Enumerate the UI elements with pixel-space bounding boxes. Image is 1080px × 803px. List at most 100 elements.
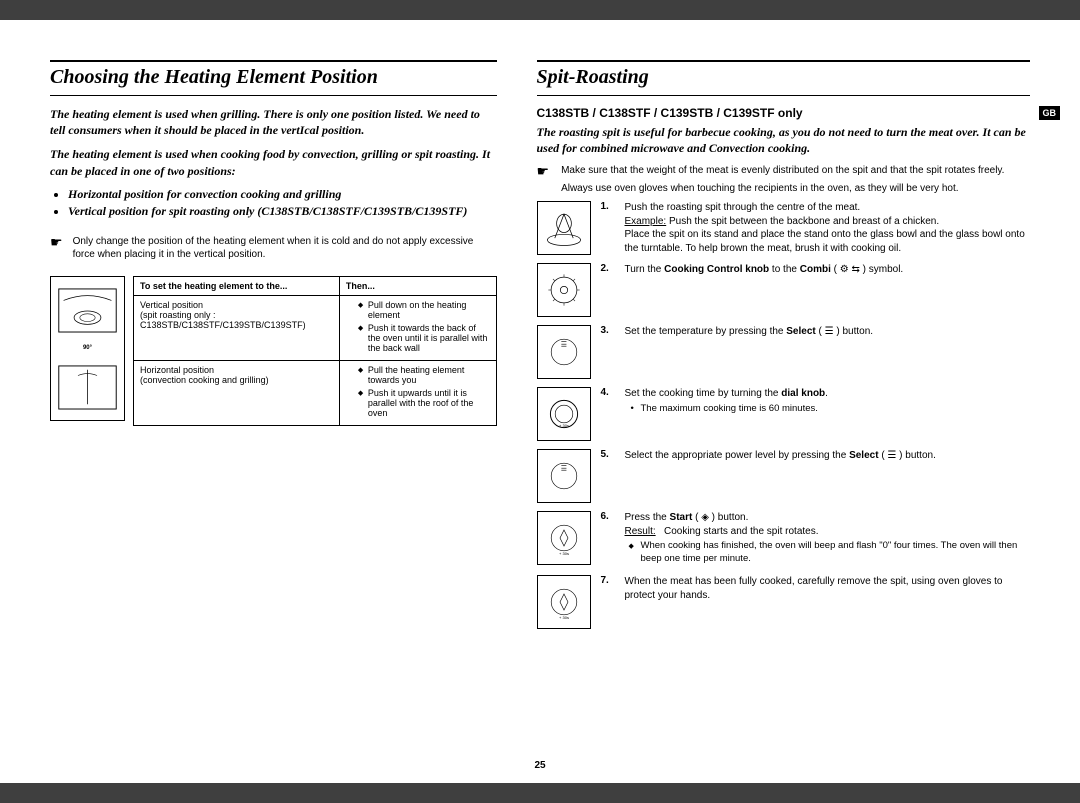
note-row: ☛ Only change the position of the heatin… [50, 235, 497, 262]
t: Select [849, 450, 878, 461]
page-number: 25 [534, 760, 545, 771]
oven-bottom-svg [54, 357, 121, 417]
step-4: + 30s 4. Set the cooking time by turning… [537, 387, 1031, 441]
td: Horizontal position (convection cooking … [134, 360, 340, 425]
table-header-row: To set the heating element to the... The… [134, 276, 497, 295]
control-dial-icon [537, 263, 591, 317]
pointer-icon: ☛ [50, 235, 63, 262]
sub: When cooking has finished, the oven will… [625, 540, 1031, 566]
result-label: Result: [625, 526, 656, 537]
table-row: Horizontal position (convection cooking … [134, 360, 497, 425]
t: Combi [800, 264, 831, 275]
left-title: Choosing the Heating Element Position [50, 64, 497, 91]
step-text: Turn the Cooking Control knob to the Com… [625, 263, 1031, 277]
th: Then... [339, 276, 496, 295]
intro-text: The heating element is used when grillin… [50, 106, 497, 138]
rule [537, 60, 1031, 62]
t: Press the [625, 512, 670, 523]
rule [537, 95, 1031, 96]
left-column: Choosing the Heating Element Position Th… [50, 60, 497, 753]
step-num: 5. [601, 449, 615, 460]
svg-text:+ 30s: + 30s [559, 615, 569, 620]
t: Cooking Control knob [664, 264, 769, 275]
t: ( ☰ ) button. [879, 450, 936, 461]
sub: The maximum cooking time is 60 minutes. [625, 403, 1031, 416]
t: Start [670, 512, 693, 523]
li: When cooking has finished, the oven will… [629, 540, 1031, 566]
cell-list: Pull down on the heating element Push it… [346, 300, 490, 353]
note-text: Only change the position of the heating … [73, 235, 497, 262]
step-text: Select the appropriate power level by pr… [625, 449, 1031, 463]
svg-text:+ 30s: + 30s [559, 551, 569, 556]
step-6: + 30s 6. Press the Start ( ◈ ) button. R… [537, 511, 1031, 567]
start-button-icon: + 30s [537, 511, 591, 565]
t: ( ◈ ) button. [692, 512, 748, 523]
step-text: Push the roasting spit through the centr… [625, 201, 1031, 255]
step-7: + 30s 7. When the meat has been fully co… [537, 575, 1031, 629]
rule [50, 60, 497, 62]
li: Pull the heating element towards you [358, 365, 490, 385]
bullet: Vertical position for spit roasting only… [68, 204, 497, 219]
step-text: When the meat has been fully cooked, car… [625, 575, 1031, 602]
step-3: ☰ 3. Set the temperature by pressing the… [537, 325, 1031, 379]
t: to the [769, 264, 800, 275]
step-1: 1. Push the roasting spit through the ce… [537, 201, 1031, 255]
position-table: To set the heating element to the... The… [133, 276, 497, 426]
step-5: ☰ 5. Select the appropriate power level … [537, 449, 1031, 503]
angle-label: 90° [54, 345, 121, 351]
cell-list: Pull the heating element towards you Pus… [346, 365, 490, 418]
bullet: Horizontal position for convection cooki… [68, 187, 497, 202]
svg-text:☰: ☰ [560, 464, 566, 473]
li: Push it upwards until it is parallel wit… [358, 388, 490, 418]
oven-top-svg [54, 280, 121, 340]
dial-knob-icon: + 30s [537, 387, 591, 441]
step-text: Set the cooking time by turning the dial… [625, 387, 1031, 416]
t: ( ☰ ) button. [816, 326, 873, 337]
t: Select [786, 326, 815, 337]
pointer-icon: ☛ [537, 164, 550, 195]
warn-text: Always use oven gloves when touching the… [561, 182, 1004, 196]
select-button-icon: ☰ [537, 325, 591, 379]
position-bullets: Horizontal position for convection cooki… [68, 187, 497, 219]
t: Push the roasting spit through the centr… [625, 202, 861, 213]
subtitle-row: C138STB / C138STF / C139STB / C139STF on… [537, 106, 1031, 120]
steps-list: 1. Push the roasting spit through the ce… [537, 201, 1031, 629]
step-2: 2. Turn the Cooking Control knob to the … [537, 263, 1031, 317]
start-button-icon: + 30s [537, 575, 591, 629]
right-title: Spit-Roasting [537, 64, 1031, 91]
t: Place the spit on its stand and place th… [625, 229, 1025, 254]
table-section: 90° To set the heating element to the...… [50, 276, 497, 426]
step-num: 1. [601, 201, 615, 212]
warn-text: Make sure that the weight of the meat is… [561, 164, 1004, 178]
step-num: 7. [601, 575, 615, 586]
table-row: Vertical position (spit roasting only : … [134, 295, 497, 360]
t: Cooking starts and the spit rotates. [664, 526, 819, 537]
step-text: Set the temperature by pressing the Sele… [625, 325, 1031, 339]
li: The maximum cooking time is 60 minutes. [629, 403, 1031, 416]
step-num: 6. [601, 511, 615, 522]
spit-assembly-icon [537, 201, 591, 255]
td: Pull down on the heating element Push it… [339, 295, 496, 360]
step-num: 4. [601, 387, 615, 398]
li: Push it towards the back of the oven unt… [358, 323, 490, 353]
intro-text: The heating element is used when cooking… [50, 146, 497, 178]
oven-diagram: 90° [50, 276, 125, 421]
select-button-icon: ☰ [537, 449, 591, 503]
t: Turn the [625, 264, 665, 275]
td: Vertical position (spit roasting only : … [134, 295, 340, 360]
right-intro: The roasting spit is useful for barbecue… [537, 124, 1031, 156]
t: dial knob [781, 388, 825, 399]
step-text: Press the Start ( ◈ ) button. Result: Co… [625, 511, 1031, 567]
gb-badge: GB [1039, 106, 1061, 120]
li: Pull down on the heating element [358, 300, 490, 320]
t: . [825, 388, 828, 399]
manual-page: Choosing the Heating Element Position Th… [0, 20, 1080, 783]
warning-row: ☛ Make sure that the weight of the meat … [537, 164, 1031, 195]
svg-text:+ 30s: + 30s [559, 423, 569, 428]
svg-text:☰: ☰ [560, 340, 566, 349]
step-num: 3. [601, 325, 615, 336]
t: Select the appropriate power level by pr… [625, 450, 850, 461]
right-column: Spit-Roasting C138STB / C138STF / C139ST… [537, 60, 1031, 753]
t: Push the spit between the backbone and b… [669, 216, 939, 227]
two-column-layout: Choosing the Heating Element Position Th… [50, 60, 1030, 753]
